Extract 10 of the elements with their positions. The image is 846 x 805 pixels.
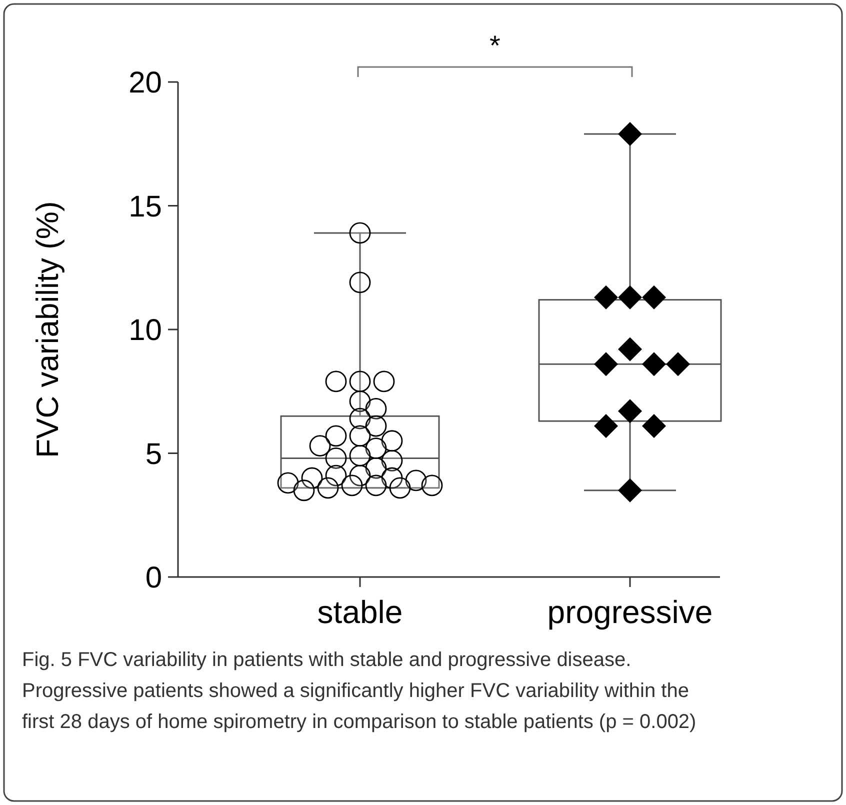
y-tick-label: 15 xyxy=(128,190,162,224)
y-tick-label: 5 xyxy=(145,438,162,471)
caption: Fig. 5 FVC variability in patients with stable and progressive disease. Progressive patients showed a significantly higher FVC variability within the first 28 days of home spirometry in comparison to stable patients (p = 0.002) xyxy=(22,649,696,733)
text: * xyxy=(490,30,501,61)
y-axis-title: FVC variability (%) xyxy=(30,201,65,458)
x-tick-label: stable xyxy=(317,594,403,630)
x-tick-label: progressive xyxy=(547,594,713,630)
y-tick-label: 0 xyxy=(145,562,162,594)
y-tick-label: 10 xyxy=(128,314,162,347)
y-tick-label: 20 xyxy=(128,66,162,100)
